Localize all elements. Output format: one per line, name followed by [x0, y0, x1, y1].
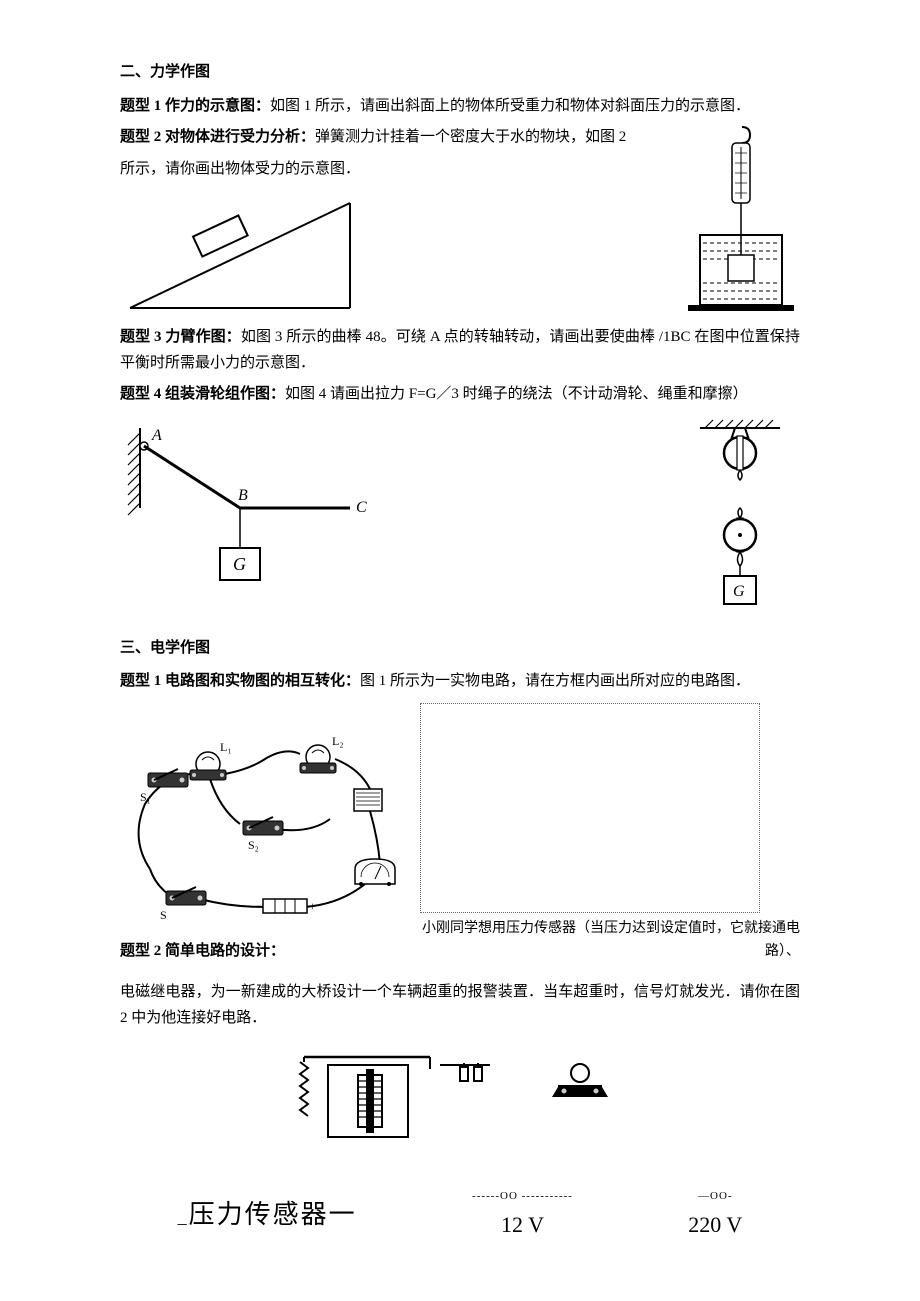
figure-1-incline	[120, 188, 370, 318]
label-C: C	[356, 499, 367, 516]
v220: 220 V	[688, 1206, 742, 1243]
section-3-title: 三、电学作图	[120, 636, 800, 662]
svg-text:−: −	[255, 899, 262, 913]
q3-label: 题型 3 力臂作图：	[120, 329, 241, 345]
bottom-row: _压力传感器一 ------OO ----------- 12 V —OO- 2…	[120, 1187, 800, 1243]
s3-q2-label: 题型 2 简单电路的设计：	[120, 939, 285, 965]
label-S: S	[160, 908, 167, 922]
s3-q2-text-a: 小刚同学想用压力传感器（当压力达到设定值时，它就接通电路）、	[420, 917, 800, 965]
q4-label: 题型 4 组装滑轮组作图：	[120, 386, 285, 402]
oo2: —OO-	[688, 1187, 742, 1206]
q1-label: 题型 1 作力的示意图：	[120, 98, 270, 114]
s3-q2-text-b: 电磁继电器，为一新建成的大桥设计一个车辆超重的报警装置．当车超重时，信号灯就发光…	[120, 980, 800, 1031]
sensor-label: _压力传感器一	[178, 1193, 357, 1237]
answer-box	[420, 703, 760, 913]
q1-text: 如图 1 所示，请画出斜面上的物体所受重力和物体对斜面压力的示意图．	[270, 98, 750, 114]
label-L1: L₁	[220, 740, 232, 754]
q1-para: 题型 1 作力的示意图：如图 1 所示，请画出斜面上的物体所受重力和物体对斜面压…	[120, 94, 800, 120]
label-S2: S₂	[248, 838, 259, 852]
q2-text-a: 弹簧测力计挂着一个密度大于水的物块，如图 2	[315, 129, 626, 145]
svg-text:+: +	[309, 899, 316, 913]
q2-label: 题型 2 对物体进行受力分析：	[120, 129, 315, 145]
oo1: ------OO -----------	[472, 1187, 573, 1206]
figure-2-spring	[670, 125, 800, 325]
label-B: B	[238, 487, 248, 504]
figure-3-lever: A B C G	[120, 418, 380, 588]
q2-text-b: 所示，请你画出物体受力的示意图．	[120, 161, 360, 177]
q4-para: 题型 4 组装滑轮组作图：如图 4 请画出拉力 F=G／3 时绳子的绕法（不计动…	[120, 382, 800, 408]
v12: 12 V	[472, 1206, 573, 1243]
label-L2: L₂	[332, 734, 344, 748]
section-2-title: 二、力学作图	[120, 60, 800, 86]
s3-q1-para: 题型 1 电路图和实物图的相互转化：图 1 所示为一实物电路，请在方框内画出所对…	[120, 669, 800, 695]
q3-para: 题型 3 力臂作图：如图 3 所示的曲棒 48。可绕 A 点的转轴转动，请画出要…	[120, 325, 800, 376]
q2-para-a: 题型 2 对物体进行受力分析：弹簧测力计挂着一个密度大于水的物块，如图 2	[120, 125, 670, 151]
label-G3: G	[233, 554, 246, 574]
s3-q1-label: 题型 1 电路图和实物图的相互转化：	[120, 673, 360, 689]
figure-circuit-physical: L₁ L₂ S₁	[120, 719, 420, 939]
label-G4: G	[733, 583, 745, 600]
label-S1: S₁	[140, 790, 151, 804]
figure-relay	[280, 1047, 640, 1157]
label-A: A	[151, 427, 162, 444]
figure-4-pulley: G	[680, 418, 800, 618]
s3-q1-text: 图 1 所示为一实物电路，请在方框内画出所对应的电路图．	[360, 673, 750, 689]
q4-text: 如图 4 请画出拉力 F=G／3 时绳子的绕法（不计动滑轮、绳重和摩擦）	[285, 386, 748, 402]
q2-para-b: 所示，请你画出物体受力的示意图．	[120, 157, 670, 183]
